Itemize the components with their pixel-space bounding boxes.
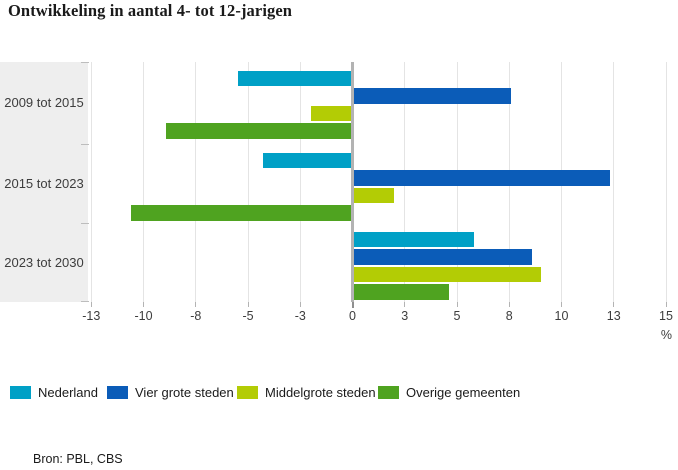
axis-tick bbox=[143, 302, 144, 307]
bar-middelgrote-steden bbox=[352, 187, 395, 204]
bar-nederland bbox=[262, 152, 353, 168]
category-tick bbox=[81, 223, 89, 224]
gridline bbox=[613, 62, 615, 302]
axis-unit-label: % bbox=[660, 328, 672, 342]
legend-label: Vier grote steden bbox=[135, 385, 234, 400]
axis-tick bbox=[90, 302, 92, 307]
x-tick-label: -8 bbox=[190, 309, 202, 323]
x-tick-label: -10 bbox=[134, 309, 153, 323]
axis-tick bbox=[195, 302, 197, 307]
axis-tick bbox=[404, 302, 406, 307]
axis-tick bbox=[247, 302, 249, 307]
x-tick-label: 3 bbox=[401, 309, 409, 323]
gridline bbox=[247, 62, 249, 302]
x-tick-label: 8 bbox=[505, 309, 513, 323]
legend-swatch-middelgrote-steden bbox=[237, 385, 258, 399]
category-label: 2009 tot 2015 bbox=[4, 95, 84, 110]
bar-nederland bbox=[352, 231, 474, 247]
axis-tick bbox=[351, 302, 354, 308]
category-label: 2023 tot 2030 bbox=[4, 254, 84, 270]
x-tick-label: 10 bbox=[554, 309, 569, 323]
x-tick-label: -5 bbox=[242, 309, 254, 323]
bar-vier-grote-steden bbox=[352, 88, 512, 104]
chart-title: Ontwikkeling in aantal 4- tot 12-jarigen bbox=[8, 1, 293, 20]
x-tick-label: 15 bbox=[659, 309, 673, 323]
axis-tick bbox=[508, 302, 510, 307]
legend-swatch-overige-gemeenten bbox=[378, 385, 399, 399]
gridline bbox=[195, 62, 197, 302]
category-tick bbox=[81, 301, 89, 302]
category-tick bbox=[81, 144, 89, 145]
legend-label: Overige gemeenten bbox=[406, 385, 521, 400]
axis-tick bbox=[613, 302, 615, 307]
x-tick-label: -3 bbox=[294, 309, 306, 323]
category-axis-band bbox=[0, 62, 88, 302]
bar-nederland bbox=[237, 70, 353, 86]
legend-label: Nederland bbox=[38, 385, 98, 400]
bar-middelgrote-steden bbox=[352, 266, 541, 283]
x-tick-label: 5 bbox=[453, 309, 461, 323]
gridline bbox=[665, 62, 667, 302]
bar-overige-gemeenten bbox=[166, 123, 353, 139]
category-label: 2015 tot 2023 bbox=[4, 175, 84, 191]
gridline bbox=[90, 62, 92, 302]
legend-label: Middelgrote steden bbox=[265, 385, 376, 400]
legend-swatch-vier-grote-steden bbox=[107, 385, 128, 399]
gridline bbox=[299, 62, 301, 302]
bar-middelgrote-steden bbox=[310, 105, 353, 122]
category-tick bbox=[81, 62, 89, 63]
axis-tick bbox=[299, 302, 301, 307]
legend-swatch-nederland bbox=[10, 385, 31, 399]
bar-overige-gemeenten bbox=[130, 205, 353, 221]
axis-tick bbox=[665, 302, 667, 307]
x-tick-label: 13 bbox=[606, 309, 621, 323]
x-tick-label: 0 bbox=[349, 309, 356, 323]
source-note: Bron: PBL, CBS bbox=[33, 452, 123, 466]
x-tick-label: -13 bbox=[82, 309, 101, 323]
bar-vier-grote-steden bbox=[352, 170, 610, 186]
bar-overige-gemeenten bbox=[352, 284, 449, 300]
axis-tick bbox=[561, 302, 562, 307]
gridline bbox=[143, 62, 144, 302]
bar-vier-grote-steden bbox=[352, 249, 533, 265]
axis-tick bbox=[456, 302, 458, 307]
zero-gridline bbox=[351, 62, 354, 302]
